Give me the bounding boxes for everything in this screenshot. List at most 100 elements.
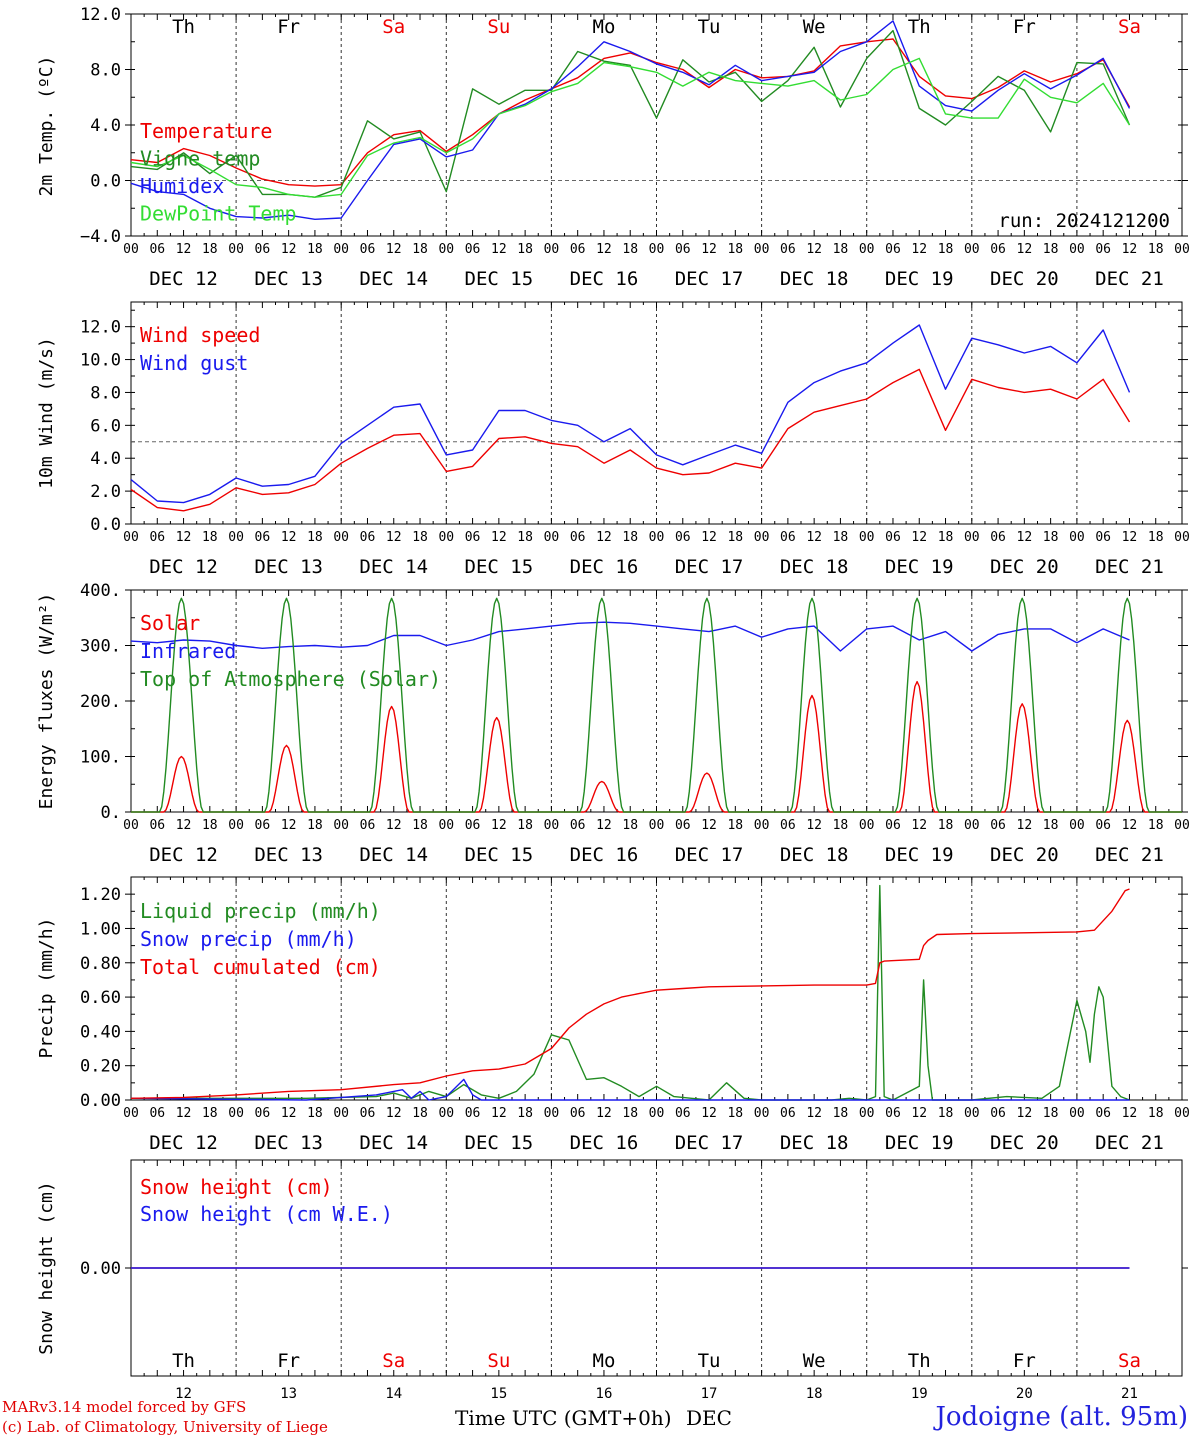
- hour-tick-label: 06: [465, 1106, 481, 1121]
- y-tick-label: 300.: [80, 637, 121, 657]
- hour-tick-label: 12: [596, 1106, 612, 1121]
- legend-entry: DewPoint Temp: [140, 202, 297, 226]
- day-number-label: 20: [1016, 1386, 1033, 1402]
- hour-tick-label: 12: [1122, 530, 1138, 545]
- y-tick-label: 8.0: [90, 61, 121, 81]
- legend-entry: Snow precip (mm/h): [140, 927, 357, 951]
- series-line-infrared: [130, 621, 1130, 652]
- weekday-label: Fr: [277, 16, 300, 38]
- hour-tick-label: 00: [438, 818, 454, 833]
- y-tick-label: 12.0: [80, 318, 121, 338]
- credit-lab: (c) Lab. of Climatology, University of L…: [2, 1418, 328, 1436]
- hour-tick-label: 00: [544, 242, 560, 257]
- day-number-label: 14: [385, 1386, 402, 1402]
- date-label: DEC 12: [149, 268, 218, 290]
- hour-tick-label: 06: [255, 818, 271, 833]
- hour-tick-label: 06: [675, 1106, 691, 1121]
- hour-tick-label: 18: [412, 818, 428, 833]
- hour-tick-label: 00: [964, 1106, 980, 1121]
- station-name: Jodoigne (alt. 95m): [935, 1402, 1188, 1432]
- date-label: DEC 17: [675, 1132, 744, 1154]
- hour-tick-label: 18: [202, 1106, 218, 1121]
- hour-tick-label: 06: [780, 1106, 796, 1121]
- series-line-wind-gust: [130, 324, 1131, 504]
- date-label: DEC 14: [359, 1132, 428, 1154]
- hour-tick-label: 06: [885, 818, 901, 833]
- hour-tick-label: 06: [570, 242, 586, 257]
- hour-tick-label: 06: [990, 1106, 1006, 1121]
- hour-tick-label: 18: [202, 818, 218, 833]
- hour-tick-label: 18: [622, 1106, 638, 1121]
- legend-entry: Top of Atmosphere (Solar): [140, 667, 441, 691]
- legend-entry: Solar: [140, 611, 200, 635]
- hour-tick-label: 12: [386, 530, 402, 545]
- hour-tick-label: 06: [360, 530, 376, 545]
- series-line-temperature: [130, 38, 1131, 187]
- date-label: DEC 19: [885, 268, 954, 290]
- hour-tick-label: 18: [1043, 1106, 1059, 1121]
- hour-tick-label: 00: [228, 530, 244, 545]
- day-number-label: 18: [806, 1386, 823, 1402]
- hour-tick-label: 12: [596, 818, 612, 833]
- hour-tick-label: 18: [412, 242, 428, 257]
- hour-tick-label: 12: [806, 1106, 822, 1121]
- hour-tick-label: 00: [964, 818, 980, 833]
- hour-tick-label: 18: [622, 818, 638, 833]
- date-label: DEC 21: [1095, 556, 1164, 578]
- hour-tick-label: 18: [622, 242, 638, 257]
- date-label: DEC 16: [570, 556, 639, 578]
- hour-tick-label: 18: [727, 1106, 743, 1121]
- date-label: DEC 18: [780, 844, 849, 866]
- hour-tick-label: 18: [517, 1106, 533, 1121]
- hour-tick-label: 12: [281, 1106, 297, 1121]
- hour-tick-label: 18: [517, 242, 533, 257]
- hour-tick-label: 12: [911, 1106, 927, 1121]
- date-label: DEC 15: [465, 844, 534, 866]
- hour-tick-label: 00: [649, 242, 665, 257]
- legend-entry: Wind speed: [140, 323, 260, 347]
- weekday-label: Fr: [1013, 1350, 1036, 1372]
- hour-tick-label: 18: [307, 818, 323, 833]
- hour-tick-label: 00: [649, 1106, 665, 1121]
- hour-tick-label: 06: [255, 530, 271, 545]
- weekday-label: Fr: [277, 1350, 300, 1372]
- date-label: DEC 21: [1095, 268, 1164, 290]
- day-number-label: 15: [490, 1386, 507, 1402]
- date-label: DEC 14: [359, 556, 428, 578]
- legend-entry: Snow height (cm W.E.): [140, 1202, 393, 1226]
- hour-tick-label: 12: [596, 242, 612, 257]
- hour-tick-label: 00: [859, 818, 875, 833]
- weekday-label: Fr: [1013, 16, 1036, 38]
- hour-tick-label: 18: [202, 530, 218, 545]
- hour-tick-label: 12: [806, 530, 822, 545]
- hour-tick-label: 06: [465, 530, 481, 545]
- hour-tick-label: 00: [1174, 818, 1190, 833]
- hour-tick-label: 18: [1148, 818, 1164, 833]
- legend-entry: Liquid precip (mm/h): [140, 899, 381, 923]
- hour-tick-label: 12: [806, 818, 822, 833]
- date-label: DEC 13: [254, 844, 323, 866]
- y-tick-label: 4.0: [90, 116, 121, 136]
- hour-tick-label: 06: [570, 818, 586, 833]
- weekday-label: Sa: [382, 1350, 405, 1372]
- hour-tick-label: 18: [202, 242, 218, 257]
- hour-tick-label: 06: [360, 818, 376, 833]
- hour-tick-label: 00: [964, 530, 980, 545]
- series-line-dewpoint-temp: [130, 57, 1131, 198]
- hour-tick-label: 06: [465, 818, 481, 833]
- day-number-label: 17: [701, 1386, 718, 1402]
- hour-tick-label: 12: [386, 818, 402, 833]
- date-label: DEC 18: [780, 556, 849, 578]
- hour-tick-label: 00: [754, 530, 770, 545]
- hour-tick-label: 06: [570, 1106, 586, 1121]
- y-tick-label: 200.: [80, 692, 121, 712]
- y-tick-label: 0.60: [80, 988, 121, 1008]
- hour-tick-label: 12: [701, 818, 717, 833]
- y-tick-label: 0.0: [90, 172, 121, 192]
- hour-tick-label: 18: [833, 818, 849, 833]
- date-label: DEC 16: [570, 844, 639, 866]
- hour-tick-label: 12: [1122, 818, 1138, 833]
- date-label: DEC 13: [254, 556, 323, 578]
- hour-tick-label: 18: [727, 530, 743, 545]
